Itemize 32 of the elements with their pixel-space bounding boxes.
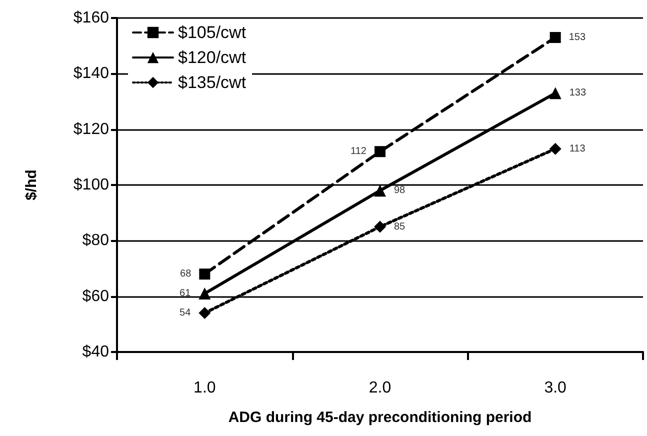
data-label: 68 xyxy=(180,268,192,280)
data-label: 98 xyxy=(394,185,406,196)
data-label: 113 xyxy=(569,143,586,154)
point xyxy=(374,146,386,158)
point xyxy=(199,268,210,280)
legend-label: $105/cwt xyxy=(178,23,246,42)
data-label: 133 xyxy=(569,88,586,99)
y-tick-label: $120 xyxy=(73,120,110,138)
data-label: 112 xyxy=(350,146,367,158)
y-tick-label: $100 xyxy=(73,176,110,194)
point xyxy=(549,142,562,155)
point xyxy=(549,87,562,100)
data-label: 85 xyxy=(394,221,406,232)
y-tick-label: $60 xyxy=(82,288,110,305)
data-label: 153 xyxy=(568,32,586,43)
point xyxy=(550,32,561,43)
y-tick-label: $40 xyxy=(82,344,110,360)
x-axis-title: ADG during 45-day preconditioning period xyxy=(228,409,532,426)
legend-label: $135/cwt xyxy=(178,73,246,92)
point xyxy=(198,288,211,300)
point xyxy=(374,220,386,233)
x-tick-label: 3.0 xyxy=(544,380,567,396)
y-axis-title: $/hd xyxy=(23,170,40,200)
x-tick-label: 1.0 xyxy=(194,380,216,396)
y-tick-label: $80 xyxy=(82,232,110,250)
legend-label: $120/cwt xyxy=(178,48,246,67)
x-tick-label: 2.0 xyxy=(368,380,392,396)
y-tick-label: $140 xyxy=(73,65,110,82)
data-label: 54 xyxy=(180,308,192,319)
y-tick-label: $160 xyxy=(73,10,110,26)
point xyxy=(198,307,211,320)
point xyxy=(374,184,386,197)
